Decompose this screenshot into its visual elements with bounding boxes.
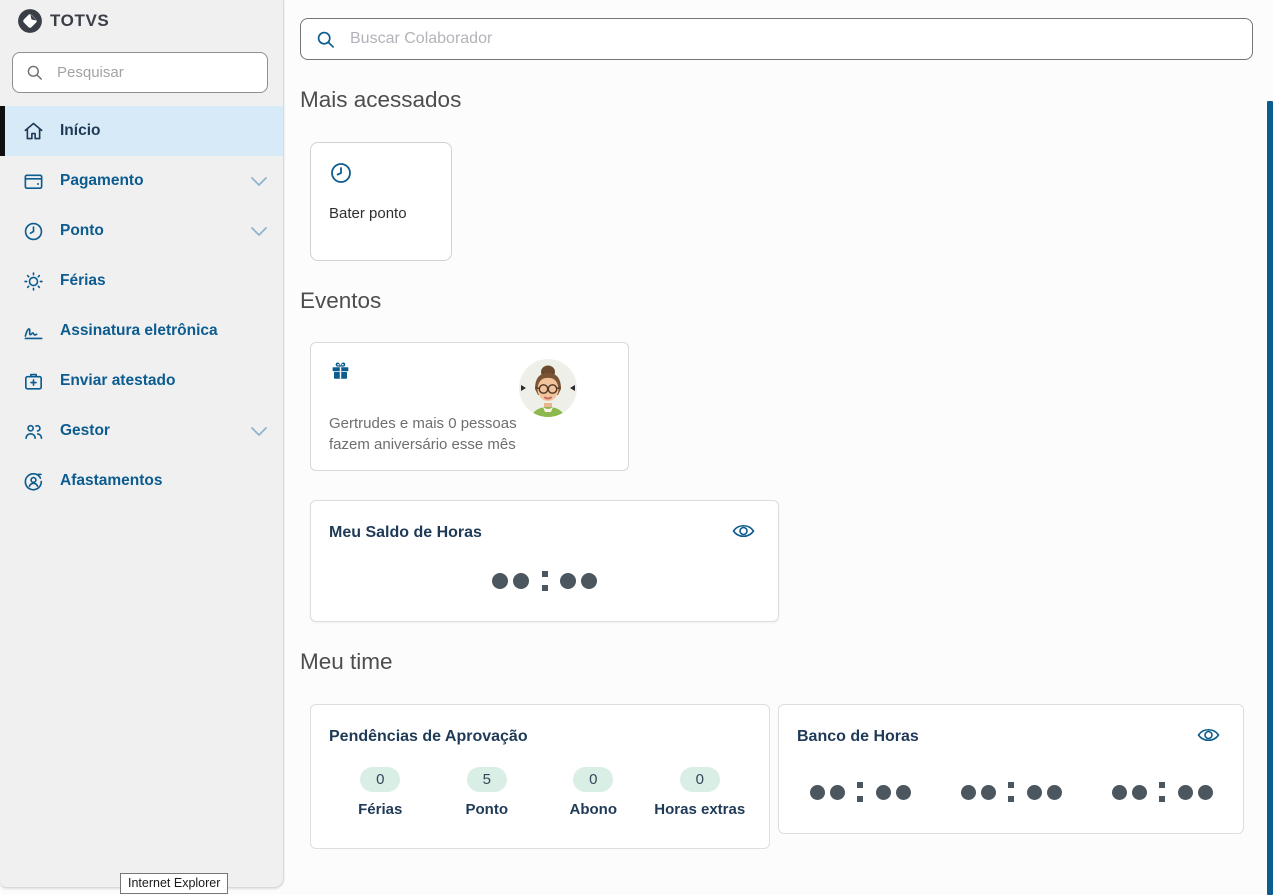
banco-de-horas-card: Banco de Horas <box>778 704 1244 834</box>
clock-icon <box>24 222 43 240</box>
browser-tooltip: Internet Explorer <box>120 873 229 894</box>
sidebar-item-inicio[interactable]: Início <box>0 106 283 156</box>
brand-logo: TOTVS <box>17 8 109 34</box>
collaborator-search-box[interactable] <box>300 18 1253 60</box>
brand-name: TOTVS <box>50 11 110 30</box>
birthday-event-card[interactable]: Gertrudes e mais 0 pessoas fazem anivers… <box>310 342 629 471</box>
sidebar-item-gestor[interactable]: Gestor <box>0 406 283 456</box>
wallet-icon <box>24 173 43 189</box>
pending-item-horas-extras[interactable]: 0 Horas extras <box>647 767 754 818</box>
main-content: Mais acessados Bater ponto Eventos <box>285 0 1273 895</box>
home-icon <box>24 122 43 139</box>
person-away-icon <box>24 472 43 490</box>
pendencias-aprovacao-card: Pendências de Aprovação 0 Férias 5 Ponto… <box>310 704 770 849</box>
card-title: Pendências de Aprovação <box>329 728 528 745</box>
eye-icon[interactable] <box>729 519 758 546</box>
masked-hours-value <box>311 571 778 591</box>
section-title-meu-time: Meu time <box>300 649 393 674</box>
card-title: Meu Saldo de Horas <box>329 524 482 541</box>
totvs-logo-icon <box>18 9 42 33</box>
chevron-down-icon[interactable] <box>251 176 267 186</box>
sidebar-item-enviar-atestado[interactable]: Enviar atestado <box>0 356 283 406</box>
sidebar-item-afastamentos[interactable]: Afastamentos <box>0 456 283 506</box>
sidebar-item-label: Assinatura eletrônica <box>60 322 218 339</box>
sidebar-item-label: Pagamento <box>60 172 144 189</box>
signature-icon <box>24 327 43 339</box>
sidebar-item-label: Início <box>60 122 101 139</box>
chevron-down-icon[interactable] <box>251 426 267 436</box>
count-badge: 0 <box>679 767 720 792</box>
bater-ponto-label: Bater ponto <box>329 205 407 222</box>
sidebar-item-label: Enviar atestado <box>60 372 176 389</box>
count-badge: 0 <box>360 767 401 792</box>
clock-icon <box>331 163 351 183</box>
sidebar-item-label: Ponto <box>60 222 104 239</box>
gift-icon <box>332 362 349 379</box>
sidebar: TOTVS Início Pagamento <box>0 0 284 888</box>
meu-saldo-horas-card: Meu Saldo de Horas <box>310 500 779 622</box>
chevron-down-icon[interactable] <box>251 226 267 236</box>
avatar <box>519 359 577 417</box>
card-title: Banco de Horas <box>797 728 919 745</box>
pending-item-ferias[interactable]: 0 Férias <box>327 767 434 818</box>
vertical-scrollbar[interactable] <box>1267 101 1273 895</box>
search-icon <box>27 65 42 80</box>
sidebar-item-ponto[interactable]: Ponto <box>0 206 283 256</box>
pending-item-ponto[interactable]: 5 Ponto <box>434 767 541 818</box>
sidebar-item-label: Afastamentos <box>60 472 163 489</box>
sidebar-search-box[interactable] <box>12 52 268 93</box>
sidebar-item-assinatura[interactable]: Assinatura eletrônica <box>0 306 283 356</box>
pending-item-abono[interactable]: 0 Abono <box>540 767 647 818</box>
count-badge: 5 <box>466 767 507 792</box>
sidebar-item-ferias[interactable]: Férias <box>0 256 283 306</box>
sidebar-item-label: Férias <box>60 272 106 289</box>
sidebar-search-input[interactable] <box>55 63 255 82</box>
medical-case-icon <box>25 373 42 390</box>
birthday-text-line1: Gertrudes e mais 0 pessoas <box>329 415 517 432</box>
sidebar-item-label: Gestor <box>60 422 110 439</box>
masked-hours-values <box>807 782 1215 802</box>
count-badge: 0 <box>573 767 614 792</box>
search-icon <box>317 31 334 48</box>
sun-icon <box>24 271 43 291</box>
birthday-text: Gertrudes e mais 0 pessoas fazem anivers… <box>329 413 517 455</box>
section-title-mais-acessados: Mais acessados <box>300 87 462 112</box>
pending-counters: 0 Férias 5 Ponto 0 Abono 0 Horas extras <box>327 767 753 818</box>
sidebar-item-pagamento[interactable]: Pagamento <box>0 156 283 206</box>
pending-label: Ponto <box>465 801 509 818</box>
pending-label: Horas extras <box>654 801 746 818</box>
people-icon <box>25 424 43 439</box>
section-title-eventos: Eventos <box>300 288 382 313</box>
pending-label: Férias <box>358 801 403 818</box>
bater-ponto-card[interactable]: Bater ponto <box>310 142 452 261</box>
pending-label: Abono <box>569 801 617 818</box>
eye-icon[interactable] <box>1194 723 1223 750</box>
collaborator-search-input[interactable] <box>348 29 1238 49</box>
sidebar-menu: Início Pagamento Ponto <box>0 106 283 506</box>
birthday-text-line2: fazem aniversário esse mês <box>329 436 516 453</box>
